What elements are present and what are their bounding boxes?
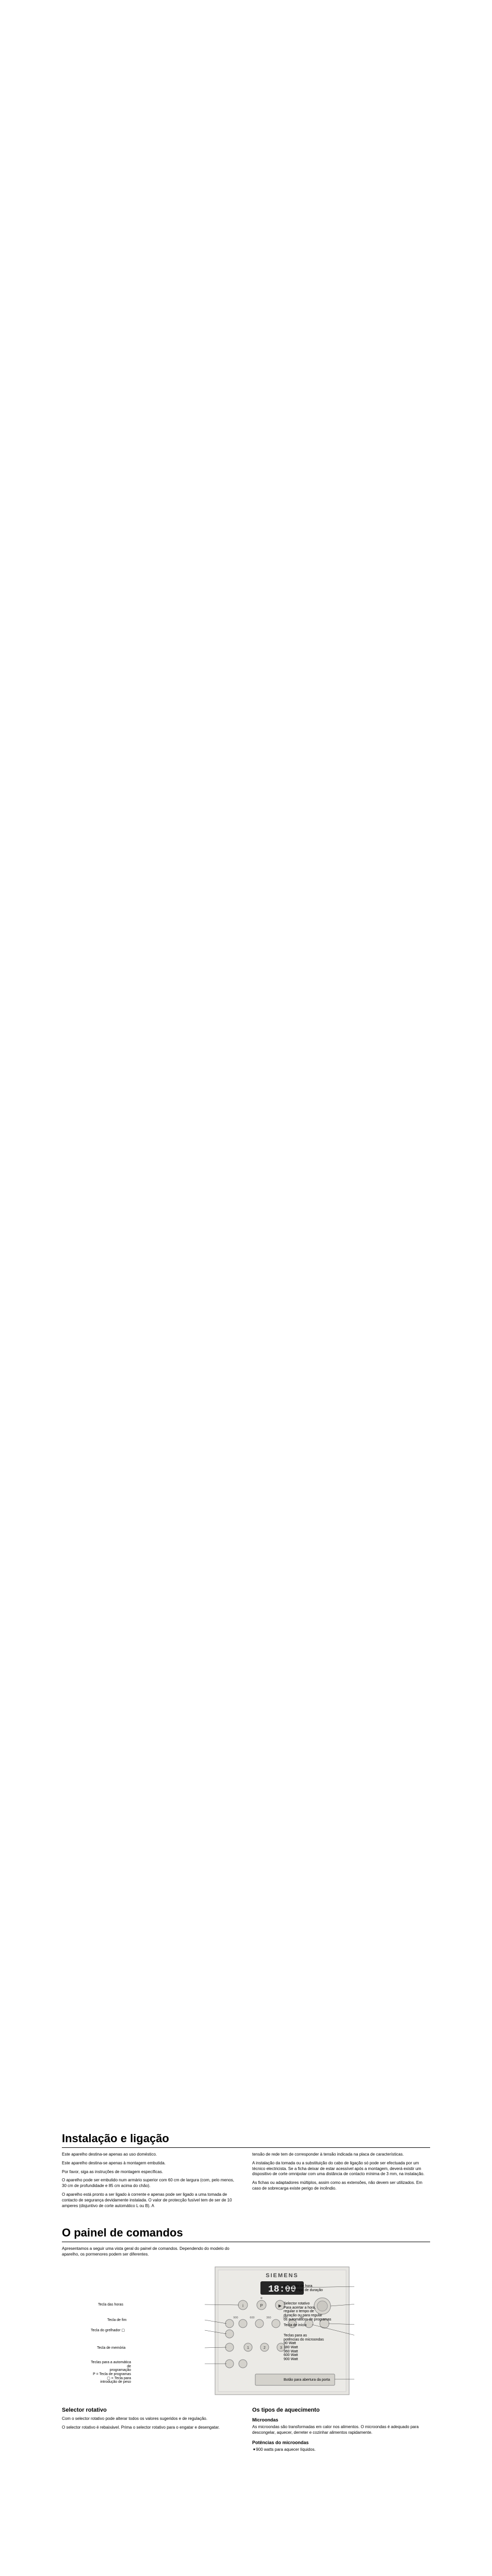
paragraph: O aparelho está pronto a ser ligado à co… <box>62 2192 240 2209</box>
label: Indicação de hora <box>284 2284 313 2288</box>
page-2 <box>0 693 492 1387</box>
paragraph: Por favor, siga as instruções de montage… <box>62 2170 240 2175</box>
svg-text:2: 2 <box>264 2346 266 2350</box>
svg-text:360: 360 <box>266 2316 271 2319</box>
label: ou de tempo de duração <box>284 2289 323 2292</box>
svg-text:1: 1 <box>247 2346 249 2350</box>
paragraph: O aparelho pode ser embutido num armário… <box>62 2178 240 2189</box>
svg-text:P: P <box>260 2303 263 2308</box>
label: 600 Watt <box>284 2353 298 2357</box>
svg-text:600: 600 <box>250 2316 254 2319</box>
label: os automáticos de programas <box>284 2318 331 2321</box>
svg-text:900: 900 <box>233 2316 238 2319</box>
panel-intro: Apresentamos a seguir uma vista geral do… <box>62 2246 239 2258</box>
callout-inicio: Tecla de início <box>284 2324 306 2328</box>
label: potências do microondas <box>284 2338 324 2342</box>
page-3 <box>0 1387 492 2080</box>
paragraph: As microondas são transformadas em calor… <box>252 2425 430 2436</box>
install-col-right: tensão de rede tem de corresponder à ten… <box>252 2152 430 2212</box>
label: 360 Watt <box>284 2350 298 2353</box>
callout-horas: Tecla das horas <box>98 2303 123 2307</box>
paragraph: O selector rotativo é rebaixável. Prima … <box>62 2425 240 2431</box>
section-title-panel: O painel de comandos <box>62 2226 430 2242</box>
selector-head: Selector rotativo <box>62 2407 240 2413</box>
bottom-columns: Selector rotativo Com o selector rotativ… <box>62 2407 430 2452</box>
brand-text: SIEMENS <box>266 2273 299 2279</box>
callout-auto-a: Teclas para a automática de programação … <box>90 2361 131 2384</box>
potencias-head: Potências do microondas <box>252 2440 430 2445</box>
col-tipos: Os tipos de aquecimento Microondas As mi… <box>252 2407 430 2452</box>
label: Teclas para as <box>284 2334 307 2337</box>
label: 180 Watt <box>284 2346 298 2349</box>
label: introdução de peso <box>100 2380 131 2384</box>
callout-selector: Selector rotativo Para acertar a hora, r… <box>284 2302 331 2321</box>
col-selector: Selector rotativo Com o selector rotativ… <box>62 2407 240 2452</box>
paragraph: Este aparelho destina-se apenas ao uso d… <box>62 2152 240 2158</box>
label: Para acertar a hora, <box>284 2306 316 2310</box>
label: ▢ = Tecla para <box>107 2377 131 2380</box>
label: programação <box>110 2368 131 2372</box>
install-col-left: Este aparelho destina-se apenas ao uso d… <box>62 2152 240 2212</box>
label: 900 Watt <box>284 2358 298 2361</box>
microondas-head: Microondas <box>252 2417 430 2422</box>
bullet-900w: 900 watts para aquecer líquidos. <box>252 2447 430 2452</box>
svg-text:i: i <box>242 2303 243 2308</box>
label: P = Tecla de programas <box>93 2372 131 2376</box>
label: Selector rotativo <box>284 2302 310 2306</box>
svg-text:3: 3 <box>280 2346 282 2350</box>
svg-text:▶: ▶ <box>278 2303 282 2308</box>
callout-grelhador: Tecla do grelhador ▢ <box>91 2329 125 2333</box>
callout-porta: Botão para abertura da porta <box>284 2378 330 2382</box>
callout-fim: Tecla de fim <box>107 2318 126 2323</box>
paragraph: As fichas ou adaptadores múltiplos, assi… <box>252 2180 430 2192</box>
callout-potencias: Teclas para as potências do microondas 9… <box>284 2334 324 2362</box>
page-4: Instalação e ligação Este aparelho desti… <box>0 2080 492 2576</box>
label: duração ou para regular <box>284 2314 322 2317</box>
label: regular o tempo de <box>284 2310 314 2313</box>
paragraph: tensão de rede tem de corresponder à ten… <box>252 2152 430 2158</box>
label: Teclas para a automática de <box>91 2361 131 2368</box>
paragraph: A instalação da tomada ou a substituição… <box>252 2161 430 2177</box>
callout-hora: Indicação de hora ou de tempo de duração <box>284 2284 323 2292</box>
paragraph: Com o selector rotativo pode alterar tod… <box>62 2416 240 2422</box>
panel-svg: SIEMENS 18:00 i P ⊕ ▶ <box>138 2263 354 2397</box>
paragraph: Este aparelho destina-se apenas à montag… <box>62 2161 240 2166</box>
label: 90 Watt <box>284 2342 296 2345</box>
page-1 <box>0 0 492 693</box>
svg-text:⊕: ⊕ <box>260 2297 263 2300</box>
tipos-head: Os tipos de aquecimento <box>252 2407 430 2413</box>
section-title-install: Instalação e ligação <box>62 2132 430 2148</box>
callout-memoria: Tecla de memória <box>97 2346 125 2350</box>
install-columns: Este aparelho destina-se apenas ao uso d… <box>62 2152 430 2212</box>
control-panel-diagram: Tecla das horas Tecla de fim Tecla do gr… <box>62 2263 430 2397</box>
